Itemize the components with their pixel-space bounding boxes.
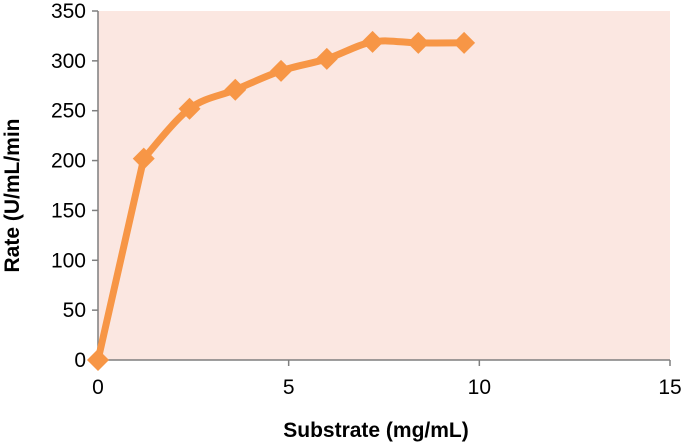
data-point-marker (315, 47, 338, 70)
x-tick-label: 10 (468, 376, 491, 399)
y-tick-label: 50 (63, 299, 86, 322)
y-tick-label: 200 (51, 150, 86, 173)
x-axis-ticks: 0 5 10 15 (92, 360, 682, 399)
data-point-marker (87, 349, 109, 371)
data-point-marker (132, 147, 155, 170)
y-axis-title: Rate (U/mL/min (1, 118, 24, 272)
data-point-marker (453, 31, 476, 54)
plot-area (98, 11, 670, 360)
x-tick-label: 0 (92, 376, 104, 399)
data-point-marker (361, 30, 384, 53)
data-point-marker (270, 59, 293, 82)
series-group (87, 30, 476, 371)
data-point-marker (178, 97, 201, 120)
x-tick-label: 15 (658, 376, 681, 399)
y-axis-ticks: 0 50 100 150 200 250 300 350 (51, 0, 98, 372)
x-tick-label: 5 (283, 376, 295, 399)
data-point-marker (224, 78, 247, 101)
y-tick-label: 100 (51, 249, 86, 272)
y-tick-label: 350 (51, 0, 86, 23)
x-axis-title: Substrate (mg/mL) (283, 419, 469, 442)
y-tick-label: 300 (51, 50, 86, 73)
data-point-marker (407, 31, 430, 54)
y-tick-label: 250 (51, 100, 86, 123)
y-tick-label: 150 (51, 199, 86, 222)
y-tick-label: 0 (74, 349, 86, 372)
